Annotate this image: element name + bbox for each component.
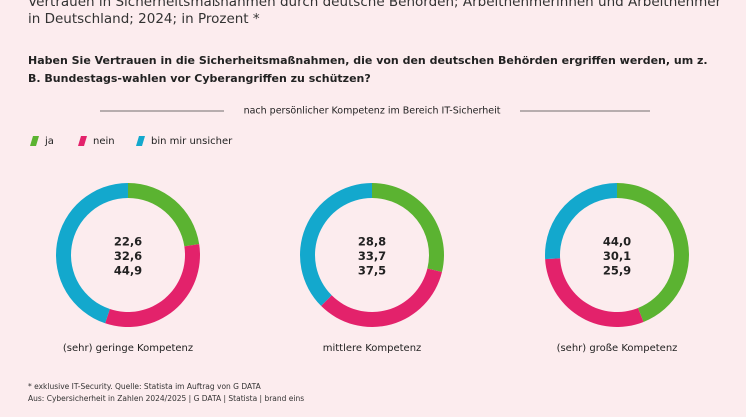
donut-segment xyxy=(545,258,644,327)
value-label: 25,9 xyxy=(603,264,631,278)
legend-label: nein xyxy=(93,136,115,147)
value-label: 30,1 xyxy=(603,249,631,263)
donut-segment xyxy=(617,183,689,322)
chart-title: (sehr) geringe Kompetenz xyxy=(63,343,193,354)
donut-segment xyxy=(545,183,617,260)
donut-segment xyxy=(128,183,200,247)
value-label: 33,7 xyxy=(358,249,386,263)
donut-segment xyxy=(105,244,200,327)
donut-segment xyxy=(321,268,442,328)
question: Haben Sie Vertrauen in die Sicherheitsma… xyxy=(28,54,708,85)
legend-marker xyxy=(78,136,87,146)
legend-marker xyxy=(30,136,39,146)
section-title: nach persönlicher Kompetenz im Bereich I… xyxy=(244,106,501,117)
chart-title: mittlere Kompetenz xyxy=(323,343,422,354)
source: Aus: Cybersicherheit in Zahlen 2024/2025… xyxy=(28,394,305,403)
donut-segment xyxy=(300,183,372,306)
value-label: 44,9 xyxy=(114,264,142,278)
value-label: 22,6 xyxy=(114,235,142,249)
value-label: 32,6 xyxy=(114,249,142,263)
chart-title: (sehr) große Kompetenz xyxy=(557,343,678,354)
legend-label: bin mir unsicher xyxy=(151,136,233,147)
footnote: * exklusive IT-Security. Quelle: Statist… xyxy=(28,382,261,391)
value-label: 37,5 xyxy=(358,264,386,278)
value-label: 44,0 xyxy=(603,235,631,249)
title: Vertrauen in Sicherheitsmaßnahmen durch … xyxy=(28,0,722,27)
legend-label: ja xyxy=(44,136,54,147)
donut-segment xyxy=(56,183,128,324)
legend-marker xyxy=(136,136,145,146)
value-label: 28,8 xyxy=(358,235,386,249)
donut-segment xyxy=(372,183,444,273)
